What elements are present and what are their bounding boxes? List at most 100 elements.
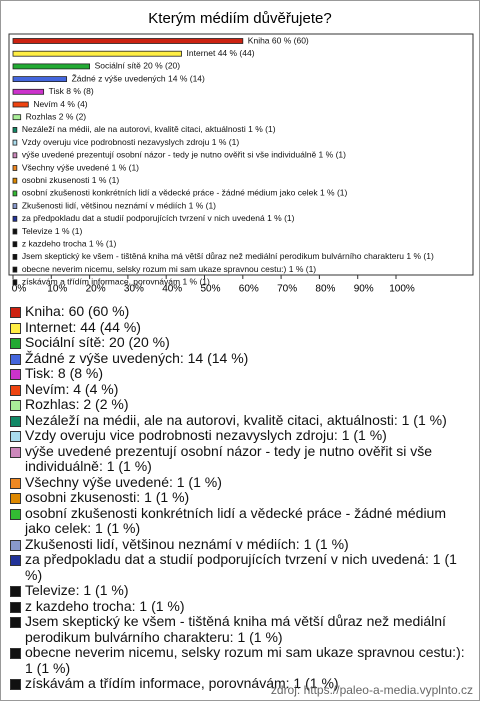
bar [12,127,18,133]
bar-label: Nevím 4 % (4) [33,99,87,109]
bar [12,38,244,44]
bar-label: Sociální sítě 20 % (20) [95,61,181,71]
bar [12,203,18,210]
x-tick-label: 10% [47,284,67,295]
bar [12,114,22,121]
bar-label: Jsem skeptický ke všem - tištěná kniha m… [22,251,434,261]
bar [12,241,18,248]
bar-label: z kazdeho trocha 1 % (1) [22,238,117,248]
legend-label: osobní zkušenosti konkrétních lidí a věd… [25,504,447,536]
bar-label: výše uvedené prezentují osobní názor - t… [22,150,346,160]
x-tick-label: 60% [239,284,259,295]
legend-swatch [10,601,21,613]
x-tick-label: 20% [86,284,106,295]
legend-item: obecne neverim nicemu, selsky rozum mi s… [9,644,471,676]
bar [12,190,18,197]
x-tick-label: 80% [315,284,335,295]
legend-label: obecne neverim nicemu, selsky rozum mi s… [25,644,465,676]
bar [12,101,29,108]
bar [12,76,68,82]
bar [12,215,18,222]
legend-item: Internet: 44 (44 %) [9,318,471,336]
legend-item: Sociální sítě: 20 (20 %) [9,334,471,351]
x-tick-label: 70% [277,284,297,295]
x-tick-label: 90% [354,284,374,295]
legend-item: osobní zkušenosti konkrétních lidí a věd… [9,504,471,537]
legend-swatch [10,508,21,520]
bar-label: osobni zkusenosti 1 % (1) [22,175,119,185]
legend-swatch [10,353,21,365]
bar [12,88,45,95]
bar-label: Žádné z výše uvedených 14 % (14) [72,73,205,83]
legend-item: výše uvedené prezentují osobní názor - t… [9,443,471,475]
bar-label: Všechny výše uvedené 1 % (1) [22,162,139,172]
legend-label: Rozhlas: 2 (2 %) [25,396,129,412]
legend-label: Zkušenosti lidí, většinou neznámí v médi… [25,535,349,552]
legend-swatch [10,322,21,334]
legend-item: osobni zkusenosti: 1 (1 %) [9,489,471,506]
x-tick-label: 50% [200,284,220,295]
legend-item: Jsem skeptický ke všem - tištěná kniha m… [9,613,471,645]
bar-label: Zkušenosti lidí, většinou neznámí v médi… [22,200,216,210]
legend-item: Zkušenosti lidí, většinou neznámí v médi… [9,535,471,553]
legend-label: z kazdeho trocha: 1 (1 %) [25,597,185,614]
legend-label: Nezáleží na médii, ale na autorovi, kval… [25,411,447,428]
legend-swatch [10,477,21,489]
legend-swatch [10,431,21,442]
legend-label: Televize: 1 (1 %) [25,582,129,598]
bar [12,253,18,260]
legend-label: za předpokladu dat a studií podporujícíc… [25,551,457,583]
legend-item: Nezáleží na médii, ale na autorovi, kval… [9,411,471,429]
legend-swatch [10,648,21,659]
bar-label: Nezáleží na médii, ale na autorovi, kval… [22,124,276,134]
bar [12,165,18,171]
bar [12,152,18,159]
x-tick-label: 100% [389,284,415,295]
legend-item: Nevím: 4 (4 %) [9,380,471,398]
bar [12,279,18,286]
bar-label: za předpokladu dat a studií podporujícíc… [22,213,295,223]
x-tick-label: 40% [162,284,182,295]
bar [12,266,18,273]
legend-label: Jsem skeptický ke všem - tištěná kniha m… [25,613,446,645]
legend-label: Tisk: 8 (8 %) [25,365,104,381]
legend-swatch [10,307,21,318]
legend-item: Kniha: 60 (60 %) [9,303,471,320]
legend-label: Internet: 44 (44 %) [25,318,141,335]
legend-label: Kniha: 60 (60 %) [25,303,130,319]
x-tick-label: 30% [124,284,144,295]
legend-label: Žádné z výše uvedených: 14 (14 %) [25,349,249,366]
bar-label: Televize 1 % (1) [22,226,83,236]
legend-label: Nevím: 4 (4 %) [25,380,119,397]
legend-item: Všechny výše uvedené: 1 (1 %) [9,473,471,491]
legend-swatch [10,679,21,690]
legend: Kniha: 60 (60 %) Internet: 44 (44 %) Sociá… [9,303,471,692]
bar-label: osobní zkušenosti konkrétních lidí a věd… [22,188,348,198]
legend-label: osobni zkusenosti: 1 (1 %) [25,489,190,505]
chart-title: Kterým médiím důvěřujete? [148,10,331,27]
legend-swatch [10,539,21,551]
bar [12,139,18,146]
bar-label: Vzdy overuju vice podrobnosti nezavyslyc… [22,137,239,147]
legend-swatch [10,555,21,566]
legend-item: Tisk: 8 (8 %) [9,365,471,382]
legend-label: Vzdy overuju vice podrobnosti nezavyslyc… [25,427,387,443]
bar-label: Kniha 60 % (60) [248,35,309,45]
legend-item: za předpokladu dat a studií podporujícíc… [9,551,471,583]
legend-swatch [10,617,21,628]
plot-frame [8,33,474,276]
bar [12,228,18,235]
chart: Kterým médiím důvěřujete? 0% 10% 20% 30% 40%… [8,10,474,295]
source: zdroj: https://paleo-a-media.vyplnto.cz [270,683,473,697]
bar-label: obecne neverim nicemu, selsky rozum mi s… [22,264,316,274]
legend-item: Televize: 1 (1 %) [9,582,471,599]
legend-item: Vzdy overuju vice podrobnosti nezavyslyc… [9,427,471,444]
legend-label: Sociální sítě: 20 (20 %) [25,334,170,350]
legend-item: získávám a třídím informace, porovnávám:… [9,675,471,692]
bar-label: Rozhlas 2 % (2) [26,111,87,121]
legend-swatch [10,415,21,427]
legend-label: Všechny výše uvedené: 1 (1 %) [25,473,222,490]
legend-swatch [10,384,21,396]
bar [12,63,90,70]
